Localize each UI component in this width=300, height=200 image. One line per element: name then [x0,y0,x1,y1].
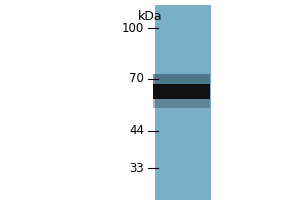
Bar [155,5,210,200]
Bar [153,74,210,84]
Bar [153,99,210,108]
Text: 33: 33 [129,162,144,174]
Bar [153,84,210,99]
Text: 70: 70 [129,72,144,86]
Text: 100: 100 [122,21,144,34]
Text: 44: 44 [129,124,144,138]
Text: kDa: kDa [138,10,163,23]
